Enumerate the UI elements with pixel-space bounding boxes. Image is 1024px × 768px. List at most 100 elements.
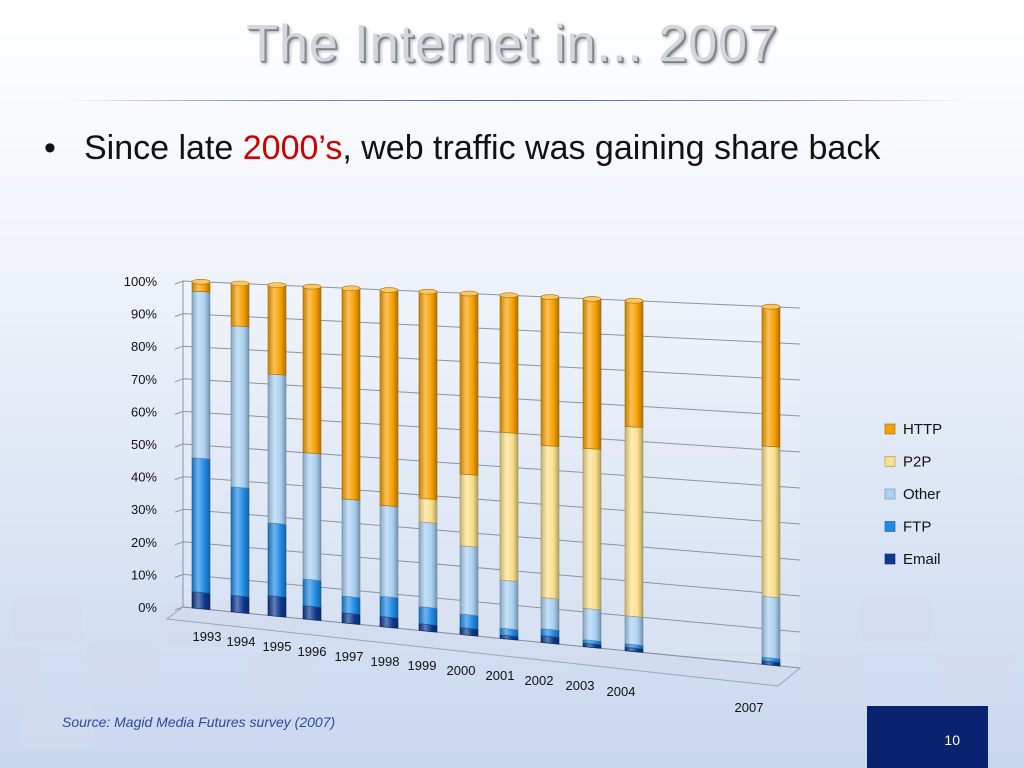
x-tick-label-2000: 2000	[447, 663, 476, 678]
bar-segment-other-2007	[761, 595, 781, 660]
bar-segment-other-2001	[499, 579, 519, 631]
legend-label-other: Other	[903, 486, 941, 503]
bar-segment-ftp-1999	[418, 606, 438, 626]
y-tick-mark	[174, 508, 184, 513]
bar-cap-2000	[459, 290, 479, 297]
bullet-dot: •	[44, 129, 56, 167]
y-tick-mark	[174, 476, 184, 481]
legend-swatch-http	[884, 423, 896, 435]
bar-segment-http-1995	[267, 284, 287, 376]
bar-segment-email-1996	[302, 605, 322, 621]
bar-segment-ftp-1995	[267, 522, 287, 598]
bar-segment-p2p-2001	[499, 431, 519, 582]
bar-segment-other-2002	[540, 597, 560, 631]
x-tick-label-1998: 1998	[371, 654, 400, 669]
page-number: 10	[944, 732, 960, 748]
legend-label-email: Email	[903, 551, 941, 568]
bar-segment-http-2007	[761, 306, 781, 448]
bar-segment-ftp-1998	[379, 595, 399, 619]
bar-segment-email-1995	[267, 595, 287, 618]
y-tick-label: 10%	[131, 567, 157, 582]
x-tick-label-1997: 1997	[335, 649, 364, 664]
x-tick-label-1993: 1993	[193, 629, 222, 644]
y-tick-label: 100%	[124, 274, 158, 289]
legend-swatch-email	[884, 553, 896, 565]
bullet-suffix: , web traffic was gaining share back	[342, 129, 881, 167]
bar-segment-p2p-2002	[540, 445, 560, 600]
bar-segment-other-2003	[582, 607, 602, 642]
bar-segment-other-1998	[379, 504, 399, 599]
bullet-text: Since late 2000’s, web traffic was gaini…	[84, 126, 944, 171]
bullet-point: • Since late 2000’s, web traffic was gai…	[44, 126, 944, 171]
bar-segment-email-1994	[230, 594, 250, 614]
bar-segment-ftp-2000	[459, 613, 479, 630]
bar-segment-http-2004	[624, 300, 644, 428]
x-tick-label-2004: 2004	[607, 684, 636, 699]
bar-segment-other-1995	[267, 373, 287, 525]
bar-cap-2004	[624, 297, 644, 304]
bar-segment-http-1999	[418, 291, 438, 500]
bar-segment-ftp-1993	[191, 457, 211, 594]
y-tick-label: 50%	[131, 437, 157, 452]
source-note: Source: Magid Media Futures survey (2007…	[62, 714, 336, 730]
y-tick-label: 0%	[138, 600, 157, 615]
bar-segment-http-2000	[459, 292, 479, 476]
bar-cap-2002	[540, 294, 560, 300]
bullet-prefix: Since late	[84, 129, 243, 167]
bar-cap-2001	[499, 292, 519, 299]
slide-title: The Internet in... 2007	[246, 15, 778, 73]
legend-swatch-ftp	[884, 521, 896, 532]
bar-cap-1993	[191, 278, 211, 285]
title-divider	[64, 100, 968, 101]
bar-segment-other-1993	[191, 290, 211, 460]
bar-segment-http-2002	[540, 296, 560, 447]
x-tick-label-1995: 1995	[263, 639, 292, 654]
x-tick-label-2003: 2003	[566, 678, 595, 693]
legend-label-p2p: P2P	[903, 454, 931, 471]
legend-swatch-other	[884, 488, 896, 500]
chart-back-wall	[183, 281, 800, 668]
bar-segment-http-1998	[379, 289, 399, 507]
y-tick-mark	[174, 378, 184, 383]
bar-segment-other-1994	[230, 325, 250, 489]
bar-cap-1995	[267, 282, 287, 288]
bar-segment-p2p-2007	[761, 445, 781, 599]
x-tick-label-2007: 2007	[735, 700, 764, 715]
bar-cap-2003	[582, 296, 602, 302]
bar-cap-1999	[418, 288, 438, 295]
y-tick-mark	[174, 313, 184, 318]
bar-segment-other-1996	[302, 452, 322, 581]
y-tick-mark	[174, 410, 184, 415]
bar-segment-http-1997	[341, 287, 361, 501]
y-tick-mark	[174, 345, 184, 350]
bar-segment-http-1996	[302, 285, 322, 455]
y-tick-label: 40%	[131, 470, 157, 485]
x-tick-label-1994: 1994	[227, 634, 256, 649]
bar-segment-http-1994	[230, 282, 250, 328]
y-tick-mark	[174, 573, 184, 578]
bar-segment-other-1999	[418, 521, 438, 609]
y-tick-label: 20%	[131, 535, 157, 550]
y-tick-label: 70%	[131, 372, 157, 387]
x-tick-label-1996: 1996	[298, 644, 327, 659]
bar-segment-other-2000	[459, 545, 479, 616]
page-number-box: 10	[867, 706, 988, 768]
x-tick-label-1999: 1999	[408, 658, 437, 673]
bar-segment-p2p-2000	[459, 473, 479, 548]
x-tick-label-2001: 2001	[486, 668, 515, 683]
bar-cap-1994	[230, 280, 250, 287]
legend-label-http: HTTP	[903, 421, 942, 438]
bar-cap-1997	[341, 285, 361, 292]
bar-segment-p2p-2004	[624, 426, 644, 618]
y-tick-label: 60%	[131, 404, 157, 419]
bar-segment-other-1997	[341, 498, 361, 598]
bar-segment-p2p-1999	[418, 497, 438, 524]
y-tick-mark	[174, 606, 184, 611]
y-tick-mark	[174, 541, 184, 546]
bar-segment-ftp-1997	[341, 595, 361, 615]
bar-segment-ftp-1994	[230, 486, 250, 598]
bar-cap-1996	[302, 283, 322, 290]
bar-cap-1998	[379, 287, 399, 293]
bar-segment-http-2001	[499, 294, 519, 434]
